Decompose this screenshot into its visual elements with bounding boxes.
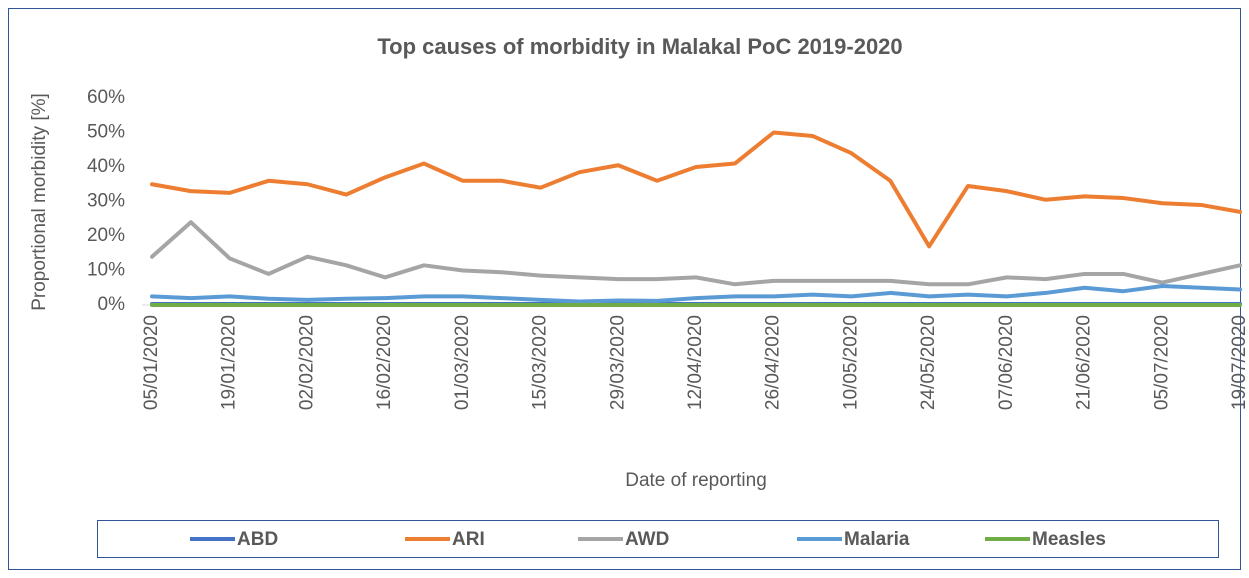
chart-border	[8, 8, 1241, 570]
y-tick-label: 50%	[87, 122, 125, 143]
x-tick-label: 02/02/2020	[296, 315, 317, 410]
x-tick-label: 16/02/2020	[374, 315, 395, 410]
x-tick-label: 05/07/2020	[1151, 315, 1172, 410]
legend-label: Malaria	[844, 529, 910, 550]
legend-box	[97, 520, 1219, 558]
y-tick-label: 60%	[87, 87, 125, 108]
y-tick-label: 30%	[87, 191, 125, 212]
x-axis-label: Date of reporting	[625, 470, 767, 491]
x-tick-label: 24/05/2020	[918, 315, 939, 410]
x-tick-label: 01/03/2020	[452, 315, 473, 410]
y-axis-label: Proportional morbidity [%]	[29, 93, 50, 311]
x-tick-label: 07/06/2020	[996, 315, 1017, 410]
x-tick-label: 26/04/2020	[763, 315, 784, 410]
x-tick-label: 29/03/2020	[607, 315, 628, 410]
x-tick-label: 12/04/2020	[685, 315, 706, 410]
series-line	[150, 220, 1242, 287]
series-line	[150, 130, 1242, 249]
x-tick-label: 19/01/2020	[219, 315, 240, 410]
y-tick-label: 0%	[98, 294, 126, 315]
legend-label: Measles	[1032, 529, 1106, 550]
legend-label: ABD	[237, 529, 278, 550]
y-tick-label: 20%	[87, 225, 125, 246]
legend-label: ARI	[452, 529, 485, 550]
x-tick-label: 21/06/2020	[1074, 315, 1095, 410]
series-line	[150, 284, 1242, 304]
x-tick-label: 19/07/2020	[1229, 315, 1249, 410]
y-tick-label: 40%	[87, 156, 125, 177]
legend-label: AWD	[625, 529, 669, 550]
y-tick-label: 10%	[87, 260, 125, 281]
x-tick-label: 15/03/2020	[530, 315, 551, 410]
x-tick-label: 10/05/2020	[840, 315, 861, 410]
x-tick-label: 05/01/2020	[141, 315, 162, 410]
chart-title: Top causes of morbidity in Malakal PoC 2…	[377, 34, 902, 59]
